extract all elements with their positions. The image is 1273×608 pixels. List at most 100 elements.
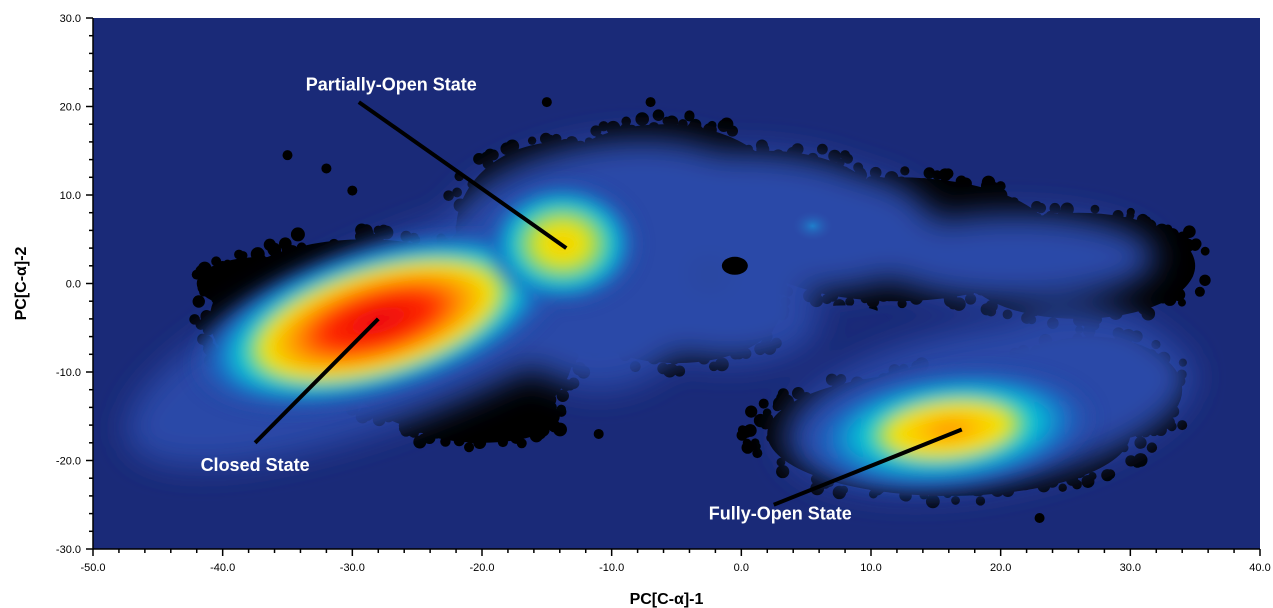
scatter-point [223, 259, 232, 269]
scatter-point [717, 119, 730, 132]
scatter-point [328, 238, 340, 250]
scatter-point [222, 283, 232, 293]
scatter-point [712, 134, 722, 144]
scatter-point [791, 143, 804, 156]
scatter-point [347, 185, 358, 196]
density-surface [126, 137, 1193, 494]
scatter-point [985, 299, 998, 313]
scatter-point [975, 496, 986, 506]
scatter-point [1132, 456, 1143, 468]
scatter-point [955, 175, 968, 187]
scatter-point [1167, 421, 1177, 432]
scatter-point [526, 413, 539, 426]
x-tick-label: 40.0 [1249, 562, 1270, 574]
scatter-point [980, 179, 994, 193]
scatter-point [505, 139, 520, 154]
scatter-point [1064, 469, 1073, 479]
scatter-point [755, 139, 768, 152]
scatter-point [464, 428, 478, 442]
scatter-point [398, 424, 408, 434]
scatter-point [309, 252, 318, 261]
scatter-point [703, 123, 717, 137]
scatter-point [200, 310, 213, 323]
scatter-point [484, 148, 496, 160]
scatter-point [1157, 291, 1169, 304]
scatter-point [951, 496, 960, 505]
scatter-point [925, 494, 940, 509]
scatter-point [556, 389, 569, 403]
scatter-point [816, 143, 828, 155]
scatter-point [736, 429, 748, 441]
scatter-point [677, 119, 688, 129]
scatter-point [440, 436, 451, 447]
scatter-point [635, 112, 650, 126]
scatter-point [619, 125, 634, 139]
scatter-point [1009, 197, 1019, 208]
scatter-point [1200, 246, 1210, 256]
scatter-point [766, 433, 775, 443]
scatter-point [1035, 202, 1047, 214]
scatter-point [946, 185, 956, 196]
scatter-gap [800, 305, 891, 342]
scatter-point [533, 393, 545, 405]
x-axis-label: PC[C-α]-1 [630, 591, 704, 608]
scatter-point [553, 422, 567, 437]
scatter-point [645, 97, 656, 108]
scatter-point [379, 225, 394, 240]
scatter-point [498, 158, 508, 167]
scatter-point [776, 391, 790, 405]
scatter-point [1049, 202, 1061, 214]
scatter-point [853, 162, 864, 173]
scatter-point [354, 230, 367, 243]
scatter-point [752, 448, 763, 459]
scatter-point [473, 436, 487, 450]
scatter-point [191, 269, 202, 280]
scatter-point [828, 149, 842, 163]
y-tick-label: 0.0 [66, 279, 81, 291]
scatter-point [464, 442, 475, 453]
scatter-point [776, 457, 786, 467]
scatter-point [832, 485, 847, 500]
scatter-point [252, 271, 265, 284]
axes: -50.0 -40.0 -30.0 -20.0 -10.0 0.0 10.0 20.0 30.0… [56, 13, 1271, 574]
scatter-point [482, 158, 494, 170]
annotation-leader-line [253, 317, 380, 445]
scatter-point [535, 422, 550, 437]
x-tick-label: -30.0 [340, 562, 365, 574]
density-minor-peak [792, 210, 833, 241]
density-peak-open [799, 365, 1099, 494]
scatter-point [537, 382, 551, 395]
scatter-point [1184, 270, 1194, 279]
scatter-point [665, 115, 679, 129]
scatter-point [917, 178, 931, 192]
scatter-point [648, 122, 660, 134]
scatter-point [211, 291, 225, 305]
scatter-point [909, 291, 924, 305]
x-tick-label: -20.0 [469, 562, 494, 574]
scatter-point [1190, 238, 1202, 250]
scatter-point [876, 287, 891, 302]
scatter-point [866, 294, 880, 308]
scatter-point [1105, 469, 1116, 480]
scatter-point [753, 413, 768, 428]
annotation-label: Partially-Open State [306, 74, 477, 94]
x-tick-label: -50.0 [80, 562, 105, 574]
scatter-point [1072, 479, 1082, 490]
scatter-point [541, 97, 552, 108]
scatter-point [1180, 249, 1189, 259]
scatter-point [994, 196, 1009, 211]
annotation-leader-line [773, 427, 963, 507]
scatter-point [240, 267, 249, 277]
scatter-point [995, 181, 1006, 192]
scatter-point [443, 190, 454, 201]
scatter-point [199, 287, 208, 297]
scatter-point [527, 136, 537, 145]
scatter-point [776, 464, 790, 479]
y-tick-label: 20.0 [60, 102, 81, 114]
scatter-point [676, 131, 686, 140]
scatter-point [473, 152, 485, 165]
scatter-point [821, 293, 833, 305]
scatter-point [195, 319, 206, 330]
scatter-point [598, 121, 609, 132]
scatter-point [897, 298, 907, 309]
